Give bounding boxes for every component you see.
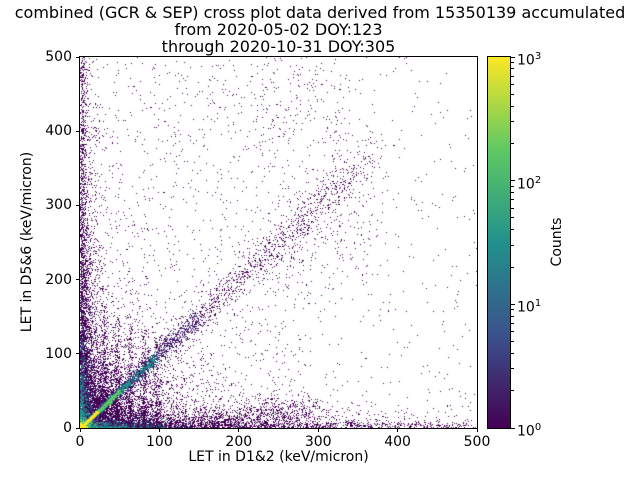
colorbar-minor-tick-mark (511, 199, 514, 201)
y-tick-label: 100 (45, 345, 72, 362)
colorbar-minor-tick-mark (511, 105, 514, 107)
x-tick-mark (238, 428, 240, 432)
colorbar-minor-tick-mark (511, 93, 514, 95)
colorbar-label: Counts (549, 217, 565, 267)
x-tick-label: 500 (463, 434, 491, 450)
y-tick-label: 200 (45, 271, 72, 288)
y-tick-mark (76, 56, 80, 58)
x-tick-mark (79, 428, 81, 432)
colorbar-minor-tick-mark (511, 368, 514, 370)
x-tick-mark (158, 428, 160, 432)
x-tick-mark (476, 428, 478, 432)
y-tick-mark (76, 204, 80, 206)
y-tick-label: 400 (45, 123, 72, 140)
x-tick-label: 300 (304, 434, 332, 450)
colorbar-tick-label: 101 (517, 298, 542, 316)
colorbar-minor-tick-mark (511, 121, 514, 123)
x-tick-label: 400 (384, 434, 411, 450)
chart-title: combined (GCR & SEP) cross plot data der… (14, 3, 626, 22)
colorbar-minor-tick-mark (511, 62, 514, 64)
colorbar-minor-tick-mark (511, 75, 514, 77)
colorbar-tick-mark (511, 180, 515, 182)
y-tick-mark (76, 353, 80, 355)
chart-subtitle-through: through 2020-10-31 DOY:305 (161, 37, 396, 56)
colorbar-minor-tick-mark (511, 331, 514, 333)
x-tick-label: 0 (75, 434, 85, 450)
plot-area (79, 56, 478, 429)
y-axis-label: LET in D5&6 (keV/micron) (19, 151, 35, 333)
y-tick-mark (76, 130, 80, 132)
x-tick-mark (397, 428, 399, 432)
x-tick-label: 100 (146, 434, 173, 450)
colorbar-minor-tick-mark (511, 142, 514, 144)
y-tick-label: 0 (63, 420, 72, 436)
colorbar-minor-tick-mark (511, 322, 514, 324)
scatter-canvas (80, 57, 477, 428)
colorbar-minor-tick-mark (511, 341, 514, 343)
colorbar-minor-tick-mark (511, 309, 514, 311)
colorbar-tick-mark (511, 56, 515, 58)
colorbar-minor-tick-mark (511, 266, 514, 268)
colorbar-tick-mark (511, 303, 515, 305)
colorbar-minor-tick-mark (511, 207, 514, 209)
colorbar-tick-label: 102 (517, 174, 542, 193)
y-tick-mark (76, 427, 80, 429)
colorbar-minor-tick-mark (511, 83, 514, 85)
y-tick-label: 300 (45, 197, 72, 214)
colorbar-minor-tick-mark (511, 244, 514, 246)
colorbar-minor-tick-mark (511, 229, 514, 231)
colorbar-minor-tick-mark (511, 185, 514, 187)
colorbar-minor-tick-mark (511, 353, 514, 355)
y-tick-label: 500 (45, 49, 72, 65)
colorbar-tick-label: 100 (517, 422, 542, 440)
x-axis-label: LET in D1&2 (keV/micron) (188, 449, 369, 465)
colorbar-minor-tick-mark (511, 217, 514, 219)
colorbar-minor-tick-mark (511, 315, 514, 317)
colorbar-minor-tick-mark (511, 68, 514, 70)
colorbar-tick-mark (511, 427, 515, 429)
x-tick-label: 200 (225, 434, 253, 450)
colorbar-minor-tick-mark (511, 192, 514, 194)
chart-subtitle-from: from 2020-05-02 DOY:123 (174, 20, 383, 39)
x-tick-mark (317, 428, 319, 432)
colorbar (487, 56, 511, 429)
colorbar-minor-tick-mark (511, 390, 514, 392)
colorbar-tick-label: 103 (517, 51, 542, 69)
y-tick-mark (76, 279, 80, 281)
